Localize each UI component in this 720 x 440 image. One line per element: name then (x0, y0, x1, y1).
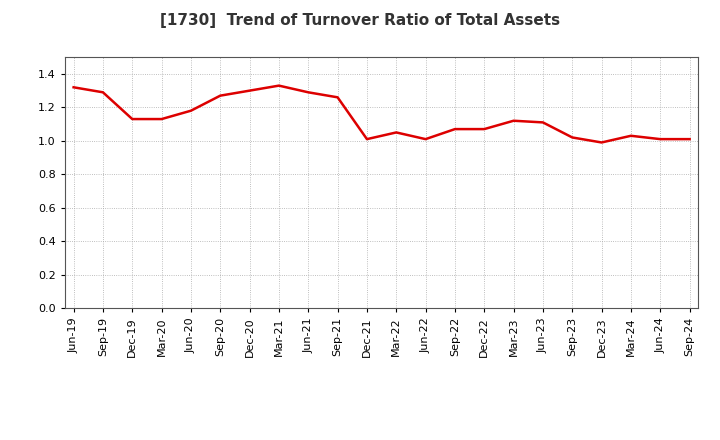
Text: [1730]  Trend of Turnover Ratio of Total Assets: [1730] Trend of Turnover Ratio of Total … (160, 13, 560, 28)
